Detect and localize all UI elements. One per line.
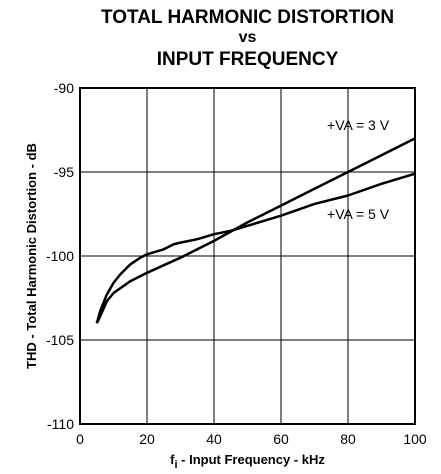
x-axis-label-subscript: i: [174, 459, 177, 471]
x-tick-label: 100: [403, 431, 427, 447]
chart-title: TOTAL HARMONIC DISTORTION: [100, 7, 395, 28]
grid-lines: [80, 88, 415, 424]
series-annotation-va-3v: +VA = 3 V: [327, 117, 390, 133]
chart-subtitle: INPUT FREQUENCY: [156, 49, 339, 70]
y-tick-label: -95: [54, 164, 74, 180]
series-annotation-va-5v: +VA = 5 V: [327, 206, 390, 222]
series-lines: [95, 137, 416, 324]
x-tick-label: 60: [273, 431, 289, 447]
x-axis-label-rest: - Input Frequency - kHz: [178, 452, 326, 467]
chart-title-vs: vs: [238, 29, 257, 46]
y-tick-label: -90: [54, 80, 74, 96]
series-annotations: +VA = 3 V +VA = 5 V: [327, 117, 390, 222]
plot-frame: [79, 87, 416, 425]
y-tick-label: -105: [46, 332, 74, 348]
y-tick-labels: -90 -95 -100 -105 -110: [46, 80, 74, 432]
x-tick-label: 0: [76, 431, 84, 447]
x-axis-label: fi - Input Frequency - kHz: [170, 452, 325, 471]
series-line-va-5v: [95, 172, 416, 324]
x-tick-labels: 0 20 40 60 80 100: [76, 431, 427, 447]
y-tick-label: -100: [46, 248, 74, 264]
x-tick-label: 20: [139, 431, 155, 447]
x-tick-label: 40: [206, 431, 222, 447]
x-axis-label-prefix: f: [170, 452, 175, 467]
y-tick-label: -110: [47, 416, 74, 432]
x-tick-label: 80: [340, 431, 356, 447]
y-axis-label: THD - Total Harmonic Distortion - dB: [24, 143, 39, 369]
series-line-va-3v: [95, 137, 416, 324]
